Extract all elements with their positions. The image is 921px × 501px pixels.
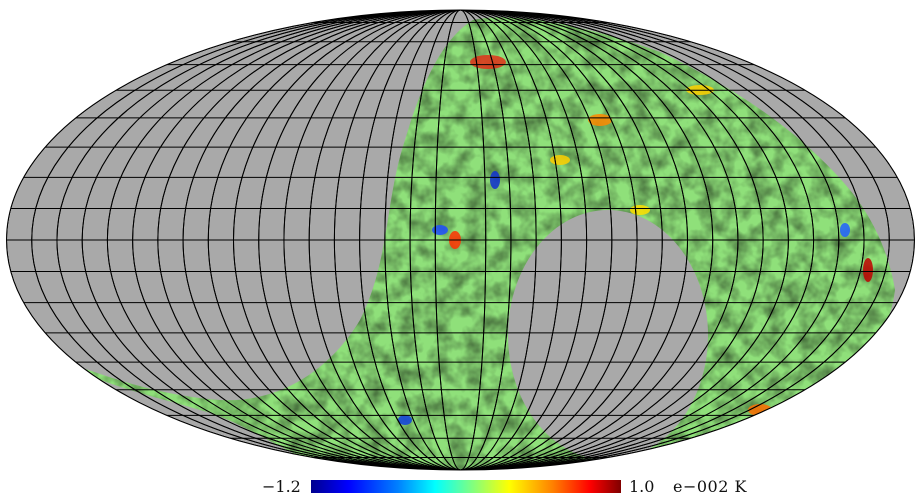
colorbar-unit-label: e−002 K — [673, 477, 747, 496]
graticule — [6, 10, 915, 470]
map-boundary — [6, 9, 915, 471]
colorbar — [311, 480, 621, 493]
masked-hole — [508, 210, 708, 460]
colorbar-min-label: −1.2 — [262, 477, 301, 496]
cold-spots — [398, 171, 850, 454]
colorbar-max-label: 1.0 — [629, 477, 655, 496]
